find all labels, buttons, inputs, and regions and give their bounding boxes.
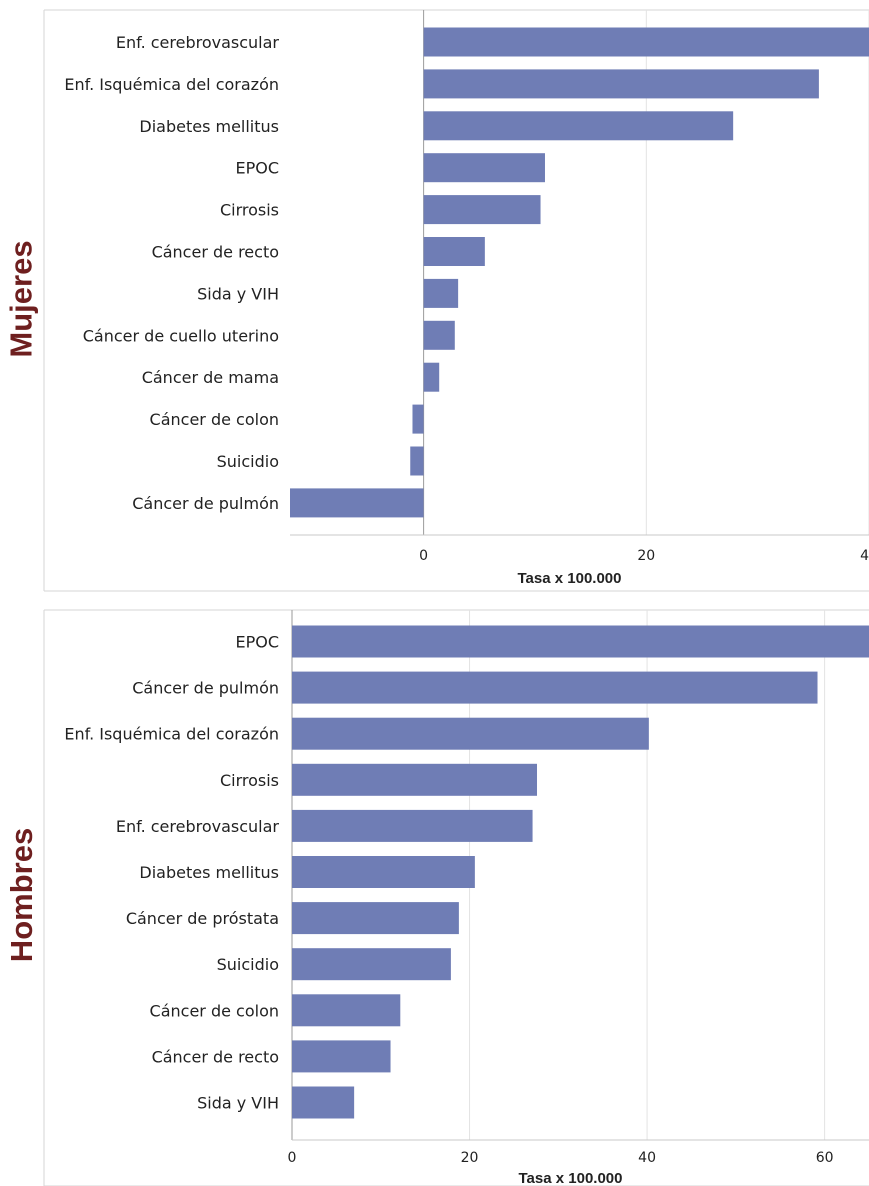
chart-mujeres: Enf. cerebrovascular Enf. Isquémica del c… bbox=[43, 9, 869, 592]
bar bbox=[423, 69, 819, 99]
bar bbox=[423, 320, 455, 350]
category-label: Cáncer de recto bbox=[152, 243, 279, 262]
category-label: Cáncer de recto bbox=[152, 1047, 279, 1066]
bar bbox=[292, 671, 818, 704]
category-label: EPOC bbox=[235, 159, 279, 178]
bar bbox=[292, 856, 475, 888]
bar bbox=[292, 717, 649, 750]
bar bbox=[292, 763, 538, 796]
bar bbox=[423, 195, 541, 225]
category-label: Enf. Isquémica del corazón bbox=[64, 725, 279, 744]
category-label: Suicidio bbox=[217, 955, 279, 974]
category-label: Cáncer de cuello uterino bbox=[83, 326, 279, 345]
category-label: Cáncer de pulmón bbox=[132, 494, 279, 513]
bar bbox=[290, 488, 424, 518]
bar bbox=[292, 994, 401, 1027]
category-label: Cáncer de pulmón bbox=[132, 679, 279, 698]
bar bbox=[412, 404, 424, 434]
x-axis-title: Tasa x 100.000 bbox=[518, 570, 622, 587]
category-label: Cáncer de próstata bbox=[126, 909, 279, 928]
category-label: Suicidio bbox=[217, 452, 279, 471]
tick-label: 40 bbox=[638, 1150, 656, 1166]
bar bbox=[292, 809, 533, 842]
category-label: Enf. Isquémica del corazón bbox=[64, 75, 279, 94]
bar bbox=[423, 153, 545, 183]
bar bbox=[292, 1086, 355, 1119]
tick-label: 40 bbox=[860, 548, 869, 564]
bar bbox=[292, 625, 869, 658]
category-label: Diabetes mellitus bbox=[139, 117, 279, 136]
bar bbox=[423, 111, 734, 141]
tick-label: 20 bbox=[461, 1150, 479, 1166]
category-label: Sida y VIH bbox=[197, 284, 279, 303]
tick-label: 0 bbox=[419, 548, 428, 564]
category-label: Enf. cerebrovascular bbox=[116, 817, 280, 836]
category-label: Cáncer de mama bbox=[142, 368, 279, 387]
bar bbox=[423, 237, 485, 266]
bar bbox=[423, 27, 869, 57]
x-axis-title: Tasa x 100.000 bbox=[519, 1170, 623, 1186]
chart-hombres: EPOC Cáncer de pulmón Enf. Isquémica del c… bbox=[43, 609, 869, 1186]
category-label: Enf. cerebrovascular bbox=[116, 33, 280, 52]
bar bbox=[292, 902, 459, 935]
bar bbox=[423, 278, 459, 308]
category-label: Cáncer de colon bbox=[150, 1001, 279, 1020]
category-label: Cirrosis bbox=[220, 201, 279, 220]
bar bbox=[423, 362, 440, 392]
category-label: Cáncer de colon bbox=[150, 410, 279, 429]
tick-label: 60 bbox=[816, 1150, 834, 1166]
bar bbox=[292, 948, 451, 981]
category-label: Diabetes mellitus bbox=[139, 863, 279, 882]
category-label: Cirrosis bbox=[220, 771, 279, 790]
tick-label: 0 bbox=[288, 1150, 297, 1166]
bar bbox=[292, 1040, 391, 1073]
bar bbox=[410, 446, 424, 476]
category-label: Sida y VIH bbox=[197, 1094, 279, 1113]
tick-label: 20 bbox=[637, 548, 655, 564]
category-label: EPOC bbox=[235, 633, 279, 652]
